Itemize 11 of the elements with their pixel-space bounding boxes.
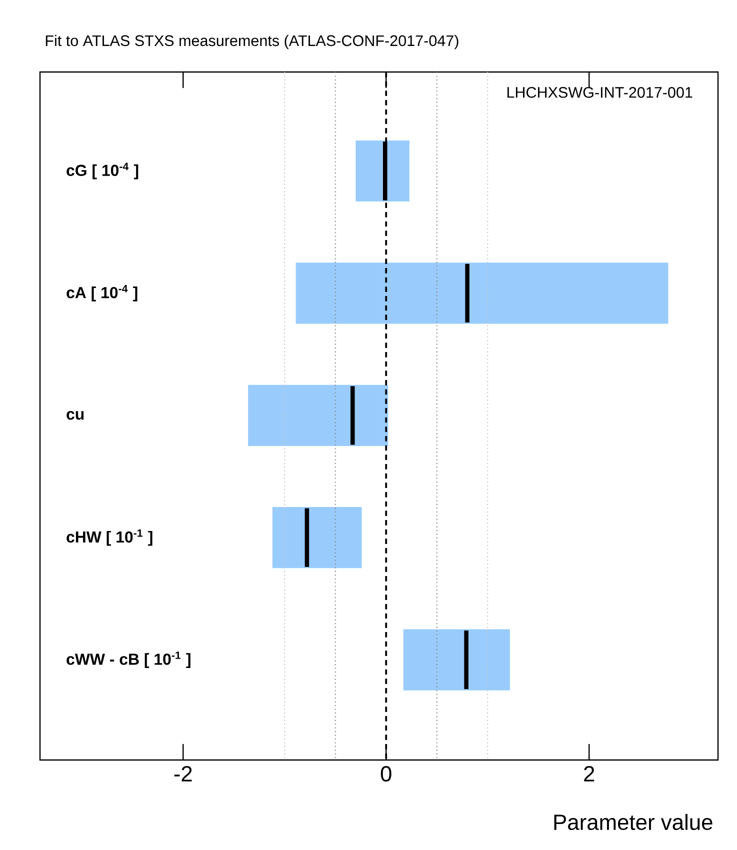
y-tick-label: cA [ 10$^{-4}$ ] [66, 284, 138, 302]
annotation: LHCHXSWG-INT-2017-001 [507, 87, 692, 98]
y-tick-label: cHW [ 10$^{-1}$ ] [66, 529, 152, 546]
x-tick-label: 0 [380, 766, 392, 782]
y-tick-label: cu [66, 411, 84, 420]
x-tick-label: -2 [174, 766, 192, 782]
y-tick-label: cG [ 10$^{-4}$ ] [66, 162, 138, 180]
y-tick-label: cWW - cB [ 10$^{-1}$ ] [66, 652, 190, 668]
x-axis-title: Parameter value [554, 814, 712, 830]
chart-title: Fit to ATLAS STXS measurements (ATLAS-CONF-2017-047) [46, 34, 458, 50]
x-tick-label: 2 [584, 766, 594, 782]
